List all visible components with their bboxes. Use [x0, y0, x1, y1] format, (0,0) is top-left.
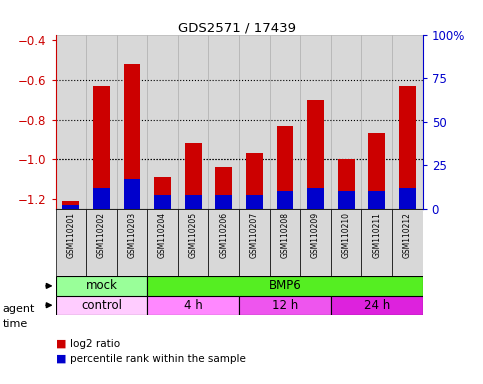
Bar: [62, 201, 79, 209]
Bar: [86, 209, 117, 276]
Bar: [147, 296, 239, 315]
Text: 4 h: 4 h: [184, 299, 202, 312]
Bar: [178, 209, 209, 276]
Bar: [154, 177, 171, 209]
Text: GSM110212: GSM110212: [403, 212, 412, 258]
Bar: [246, 195, 263, 209]
Bar: [270, 35, 300, 209]
Bar: [307, 188, 324, 209]
Bar: [300, 35, 331, 209]
Bar: [117, 209, 147, 276]
Bar: [392, 209, 423, 276]
Text: GDS2571 / 17439: GDS2571 / 17439: [178, 21, 296, 34]
Bar: [239, 296, 331, 315]
Bar: [399, 86, 416, 209]
Bar: [307, 100, 324, 209]
Bar: [369, 191, 385, 209]
Bar: [399, 188, 416, 209]
Bar: [246, 153, 263, 209]
Text: 24 h: 24 h: [364, 299, 390, 312]
Bar: [331, 209, 361, 276]
Bar: [300, 209, 331, 276]
Bar: [277, 191, 293, 209]
Bar: [147, 209, 178, 276]
Text: BMP6: BMP6: [269, 280, 301, 292]
Bar: [185, 195, 201, 209]
Text: GSM110208: GSM110208: [281, 212, 289, 258]
Bar: [392, 35, 423, 209]
Bar: [56, 296, 147, 315]
Text: GSM110203: GSM110203: [128, 212, 137, 258]
Text: GSM110207: GSM110207: [250, 212, 259, 258]
Bar: [56, 276, 147, 296]
Text: GSM110210: GSM110210: [341, 212, 351, 258]
Bar: [86, 35, 117, 209]
Bar: [93, 86, 110, 209]
Bar: [331, 35, 361, 209]
Text: GSM110202: GSM110202: [97, 212, 106, 258]
Bar: [62, 205, 79, 209]
Text: control: control: [81, 299, 122, 312]
Bar: [124, 64, 141, 209]
Text: ■: ■: [56, 339, 66, 349]
Bar: [270, 209, 300, 276]
Bar: [147, 35, 178, 209]
Bar: [338, 159, 355, 209]
Bar: [239, 209, 270, 276]
Bar: [277, 126, 293, 209]
Bar: [147, 276, 423, 296]
Bar: [338, 191, 355, 209]
Bar: [361, 209, 392, 276]
Bar: [178, 35, 209, 209]
Text: GSM110204: GSM110204: [158, 212, 167, 258]
Bar: [124, 179, 141, 209]
Bar: [209, 35, 239, 209]
Text: mock: mock: [85, 280, 117, 292]
Text: 12 h: 12 h: [272, 299, 298, 312]
Bar: [331, 296, 423, 315]
Bar: [93, 188, 110, 209]
Text: percentile rank within the sample: percentile rank within the sample: [70, 354, 246, 364]
Bar: [117, 35, 147, 209]
Text: time: time: [2, 319, 28, 329]
Text: GSM110211: GSM110211: [372, 212, 381, 258]
Bar: [215, 195, 232, 209]
Text: GSM110201: GSM110201: [66, 212, 75, 258]
Bar: [361, 35, 392, 209]
Text: agent: agent: [2, 304, 35, 314]
Text: log2 ratio: log2 ratio: [70, 339, 120, 349]
Bar: [56, 209, 86, 276]
Text: GSM110209: GSM110209: [311, 212, 320, 258]
Bar: [239, 35, 270, 209]
Bar: [369, 133, 385, 209]
Bar: [185, 143, 201, 209]
Text: GSM110206: GSM110206: [219, 212, 228, 258]
Bar: [56, 35, 86, 209]
Bar: [215, 167, 232, 209]
Bar: [209, 209, 239, 276]
Bar: [154, 195, 171, 209]
Text: ■: ■: [56, 354, 66, 364]
Text: GSM110205: GSM110205: [189, 212, 198, 258]
